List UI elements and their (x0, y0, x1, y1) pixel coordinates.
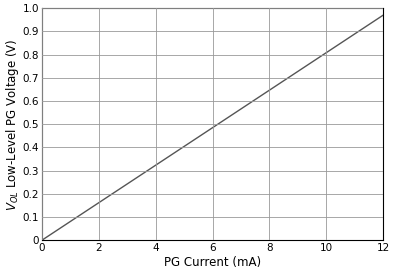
X-axis label: PG Current (mA): PG Current (mA) (164, 256, 261, 269)
Y-axis label: $V_{OL}$ Low-Level PG Voltage (V): $V_{OL}$ Low-Level PG Voltage (V) (4, 38, 21, 210)
